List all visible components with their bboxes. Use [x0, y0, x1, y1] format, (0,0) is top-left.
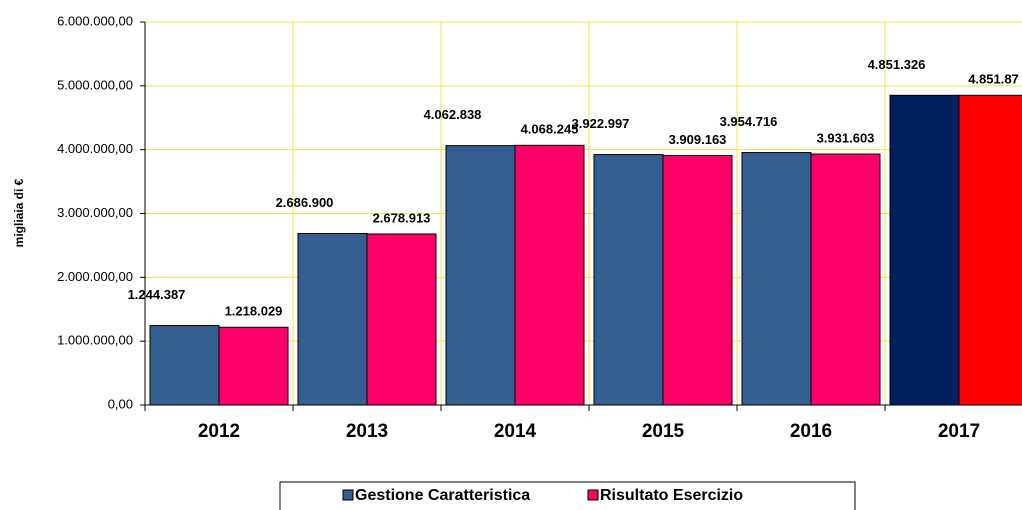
- legend-swatch: [342, 489, 354, 501]
- bar: [218, 326, 289, 406]
- value-label: 4.068.245: [521, 122, 579, 137]
- y-tick-label: 3.000.000,00: [57, 205, 133, 220]
- value-label: 4.851.87: [968, 72, 1019, 87]
- x-tick-label: 2014: [494, 421, 537, 442]
- value-label: 3.909.163: [669, 132, 727, 147]
- bar: [366, 233, 437, 406]
- value-label: 4.062.838: [424, 107, 482, 122]
- bar: [662, 154, 733, 406]
- x-tick-label: 2015: [642, 421, 685, 442]
- y-tick-label: 2.000.000,00: [57, 269, 133, 284]
- bar: [445, 145, 516, 406]
- bar: [149, 325, 220, 406]
- bar: [810, 153, 881, 406]
- value-label: 4.851.326: [868, 57, 926, 72]
- legend-label: Gestione Caratteristica: [355, 487, 530, 504]
- x-tick-label: 2012: [198, 421, 240, 442]
- y-tick-label: 0,00: [108, 396, 133, 411]
- bar: [514, 144, 585, 406]
- legend-label: Risultato Esercizio: [600, 487, 743, 504]
- bar: [593, 154, 664, 406]
- value-label: 3.922.997: [572, 116, 630, 131]
- value-label: 1.244.387: [128, 287, 186, 302]
- bar: [889, 94, 960, 406]
- value-label: 2.686.900: [276, 195, 334, 210]
- value-label: 1.218.029: [225, 304, 283, 319]
- value-label: 2.678.913: [373, 210, 431, 225]
- y-axis-label: migliaia di €: [12, 178, 26, 247]
- y-tick-label: 1.000.000,00: [57, 333, 133, 348]
- bar: [741, 152, 812, 406]
- legend-swatch: [587, 489, 599, 501]
- bar: [958, 94, 1022, 406]
- legend-box: [279, 481, 856, 510]
- value-label: 3.954.716: [720, 114, 778, 129]
- value-label: 3.931.603: [817, 130, 875, 145]
- bar: [297, 232, 368, 406]
- y-tick-label: 4.000.000,00: [57, 141, 133, 156]
- x-tick-label: 2016: [790, 421, 832, 442]
- x-tick-label: 2017: [938, 421, 980, 442]
- x-tick-label: 2013: [346, 421, 388, 442]
- y-tick-label: 5.000.000,00: [57, 77, 133, 92]
- y-tick-label: 6.000.000,00: [57, 13, 133, 28]
